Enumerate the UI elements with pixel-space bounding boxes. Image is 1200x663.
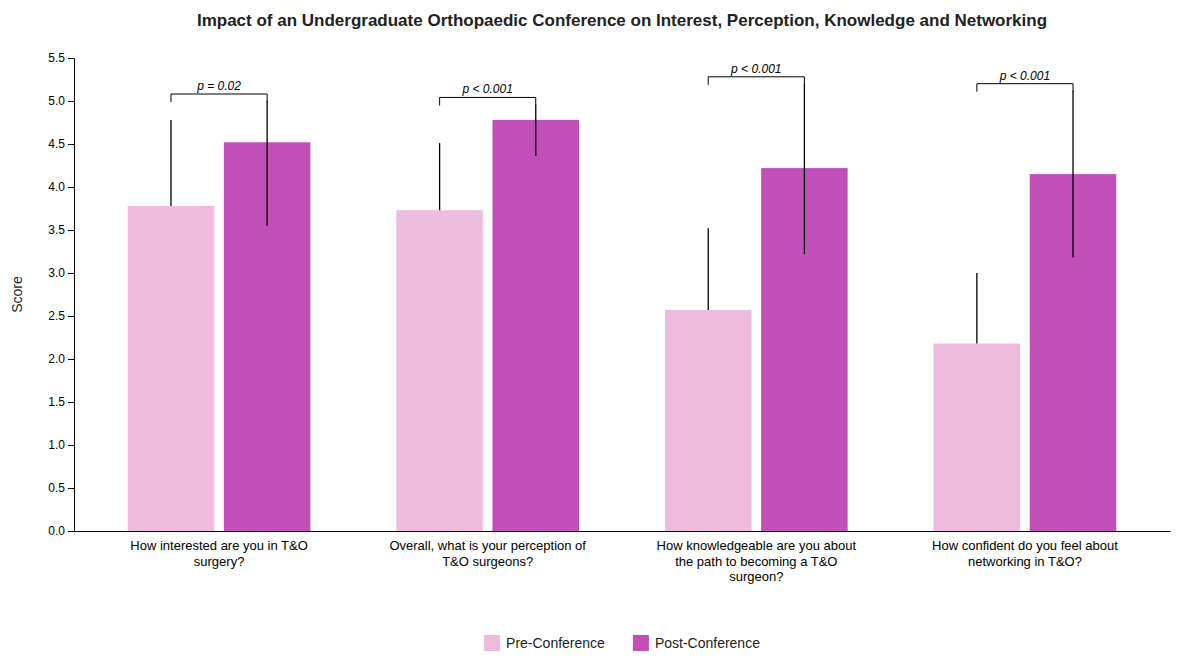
y-tick-label: 3.0 bbox=[48, 266, 65, 280]
x-tick-label-line: How confident do you feel about bbox=[932, 538, 1118, 553]
bar bbox=[128, 206, 215, 531]
y-tick-label: 5.5 bbox=[48, 51, 65, 65]
x-axis-line bbox=[75, 531, 1171, 532]
y-tick-mark bbox=[68, 445, 74, 446]
y-tick: 3.5 bbox=[48, 223, 74, 237]
error-bar bbox=[439, 143, 440, 210]
p-value-label: p < 0.001 bbox=[730, 62, 781, 76]
x-tick-label-line: How interested are you in T&O bbox=[130, 538, 308, 553]
y-tick: 0.0 bbox=[48, 524, 74, 538]
y-tick-mark bbox=[68, 144, 74, 145]
error-bar bbox=[266, 101, 267, 226]
p-value-label: p = 0.02 bbox=[196, 79, 241, 93]
significance-bracket bbox=[440, 97, 536, 105]
x-tick-label-line: surgery? bbox=[194, 554, 245, 569]
x-tick-label-line: surgeon? bbox=[729, 569, 783, 584]
x-tick: How knowledgeable are you aboutthe path … bbox=[657, 531, 857, 584]
y-tick-label: 5.0 bbox=[48, 94, 65, 108]
error-bar bbox=[976, 273, 977, 344]
y-tick-mark bbox=[68, 273, 74, 274]
error-bars bbox=[267, 84, 1073, 258]
p-value-label: p < 0.001 bbox=[461, 82, 512, 96]
annotations: p = 0.02 p < 0.001 p < 0.001 p < 0.001 bbox=[171, 62, 1073, 106]
legend-label: Pre-Conference bbox=[506, 635, 605, 651]
bar bbox=[492, 120, 579, 531]
chart-container: 0.0 0.5 1.0 1.5 2.0 2.5 3.0 3.5 4.0 4.5 5.0 5.5 How … bbox=[0, 0, 1200, 663]
x-tick-label: How confident do you feel aboutnetworkin… bbox=[932, 538, 1118, 569]
legend-item: Post-Conference bbox=[633, 635, 760, 651]
significance-bracket bbox=[708, 77, 804, 85]
y-axis-line bbox=[68, 59, 75, 532]
x-tick: How confident do you feel aboutnetworkin… bbox=[932, 531, 1118, 569]
x-tick-label: How knowledgeable are you aboutthe path … bbox=[657, 538, 857, 584]
legend-item: Pre-Conference bbox=[484, 635, 605, 651]
y-tick-mark bbox=[68, 488, 74, 489]
y-tick-mark bbox=[68, 230, 74, 231]
x-tick-label: How interested are you in T&Osurgery? bbox=[130, 538, 308, 569]
bar-series bbox=[224, 120, 1116, 531]
y-tick: 3.0 bbox=[48, 266, 74, 280]
error-bars bbox=[171, 120, 977, 344]
legend-label: Post-Conference bbox=[655, 635, 760, 651]
y-tick: 4.5 bbox=[48, 137, 74, 151]
legend-swatch bbox=[484, 635, 500, 651]
y-tick: 1.5 bbox=[48, 395, 74, 409]
bar bbox=[665, 310, 752, 531]
x-tick-label: Overall, what is your perception ofT&O s… bbox=[389, 538, 586, 569]
bar bbox=[934, 344, 1021, 531]
y-tick: 2.5 bbox=[48, 309, 74, 323]
x-tick-label-line: networking in T&O? bbox=[968, 554, 1082, 569]
x-tick-label-line: the path to becoming a T&O bbox=[675, 554, 837, 569]
y-tick-mark bbox=[68, 531, 74, 532]
error-bar bbox=[708, 228, 709, 310]
y-tick-label: 4.0 bbox=[48, 180, 65, 194]
y-tick: 0.5 bbox=[48, 481, 74, 495]
y-tick: 2.0 bbox=[48, 352, 74, 366]
p-value-label: p < 0.001 bbox=[999, 69, 1050, 83]
error-bar bbox=[170, 120, 171, 206]
y-tick-mark bbox=[68, 187, 74, 188]
error-bar bbox=[535, 104, 536, 156]
significance-bracket bbox=[171, 94, 267, 102]
y-tick-mark bbox=[68, 402, 74, 403]
chart-title: Impact of an Undergraduate Orthopaedic C… bbox=[197, 11, 1047, 30]
x-tick: Overall, what is your perception ofT&O s… bbox=[389, 531, 586, 569]
chart-svg: 0.0 0.5 1.0 1.5 2.0 2.5 3.0 3.5 4.0 4.5 5.0 5.5 How … bbox=[0, 0, 1200, 663]
error-bar bbox=[1072, 91, 1073, 258]
y-tick-mark bbox=[68, 101, 74, 102]
legend: Pre-Conference Post-Conference bbox=[484, 635, 760, 651]
y-tick-label: 0.0 bbox=[48, 524, 65, 538]
y-tick-label: 1.5 bbox=[48, 395, 65, 409]
bar bbox=[396, 210, 483, 531]
y-tick: 4.0 bbox=[48, 180, 74, 194]
legend-swatch bbox=[633, 635, 649, 651]
x-tick-label-line: How knowledgeable are you about bbox=[657, 538, 857, 553]
y-axis: 0.0 0.5 1.0 1.5 2.0 2.5 3.0 3.5 4.0 4.5 5.0 5.5 bbox=[48, 51, 74, 538]
plot-area: 0.0 0.5 1.0 1.5 2.0 2.5 3.0 3.5 4.0 4.5 5.0 5.5 How … bbox=[48, 51, 1170, 584]
data-layer bbox=[128, 84, 1117, 531]
x-tick: How interested are you in T&Osurgery? bbox=[130, 531, 308, 569]
y-tick-label: 4.5 bbox=[48, 137, 65, 151]
y-tick-label: 2.5 bbox=[48, 309, 65, 323]
x-tick-label-line: T&O surgeons? bbox=[442, 554, 533, 569]
x-tick-label-line: Overall, what is your perception of bbox=[389, 538, 586, 553]
y-axis-title: Score bbox=[9, 276, 25, 313]
error-bar bbox=[804, 84, 805, 254]
y-tick-mark bbox=[68, 58, 74, 59]
y-tick: 5.0 bbox=[48, 94, 74, 108]
y-tick: 5.5 bbox=[48, 51, 74, 65]
y-tick-mark bbox=[68, 359, 74, 360]
y-tick: 1.0 bbox=[48, 438, 74, 452]
y-tick-label: 3.5 bbox=[48, 223, 65, 237]
significance-bracket bbox=[977, 84, 1073, 92]
y-tick-label: 0.5 bbox=[48, 481, 65, 495]
y-tick-label: 2.0 bbox=[48, 352, 65, 366]
x-axis: How interested are you in T&Osurgery? Ove… bbox=[75, 531, 1171, 584]
y-tick-mark bbox=[68, 316, 74, 317]
y-tick-label: 1.0 bbox=[48, 438, 65, 452]
